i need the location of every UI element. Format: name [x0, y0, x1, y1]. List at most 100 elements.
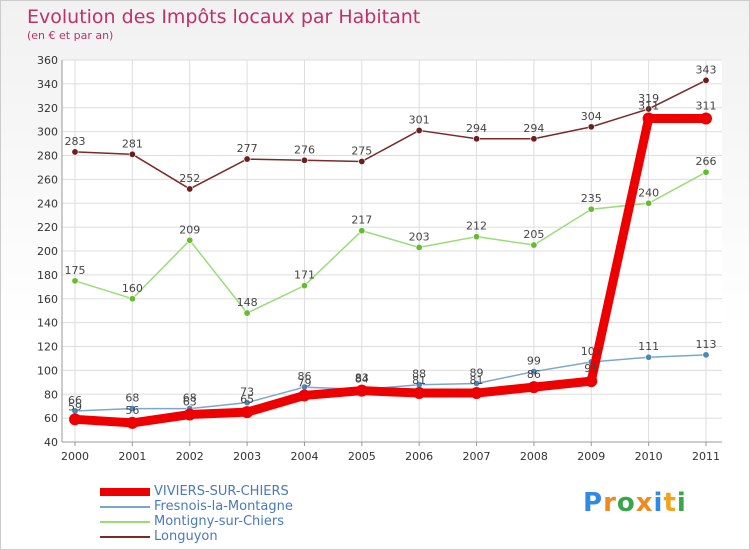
- series-line-montigny-sur-chiers: [74, 171, 707, 314]
- data-label: 81: [470, 374, 484, 387]
- data-point: [243, 155, 251, 163]
- data-label: 217: [351, 214, 372, 227]
- x-tick-label: 2005: [348, 450, 376, 463]
- data-label: 235: [581, 192, 602, 205]
- chart-title: Evolution des Impôts locaux par Habitant: [27, 6, 421, 28]
- data-label: 205: [523, 228, 544, 241]
- y-tick-label: 200: [37, 245, 58, 258]
- data-point: [71, 277, 79, 285]
- data-point: [358, 157, 366, 165]
- x-tick-label: 2001: [118, 450, 146, 463]
- data-point: [413, 387, 426, 400]
- data-point: [300, 156, 308, 164]
- series-line-viviers-sur-chiers: [70, 113, 711, 428]
- data-point: [126, 416, 139, 429]
- x-tick-label: 2004: [290, 450, 318, 463]
- y-tick-label: 280: [37, 150, 58, 163]
- data-label: 266: [696, 155, 717, 168]
- x-tick-label: 2000: [61, 450, 89, 463]
- data-label: 56: [125, 404, 139, 417]
- x-tick-label: 2008: [520, 450, 548, 463]
- data-label: 311: [696, 99, 717, 112]
- data-point: [473, 380, 481, 388]
- data-label: 319: [638, 92, 659, 105]
- y-tick-label: 300: [37, 126, 58, 139]
- data-point: [585, 375, 598, 388]
- data-point: [128, 295, 136, 303]
- y-tick-label: 160: [37, 293, 58, 306]
- data-label: 301: [409, 113, 430, 126]
- data-label: 99: [527, 355, 541, 368]
- data-label: 84: [355, 372, 369, 385]
- data-label: 343: [696, 63, 717, 76]
- legend-label-longuyon: Longuyon: [154, 529, 218, 544]
- data-label: 89: [470, 367, 484, 380]
- x-tick-label: 2009: [577, 450, 605, 463]
- data-label: 212: [466, 220, 487, 233]
- data-label: 252: [179, 172, 200, 185]
- x-tick-label: 2010: [635, 450, 663, 463]
- x-tick-label: 2003: [233, 450, 261, 463]
- y-tick-label: 260: [37, 173, 58, 186]
- data-point: [702, 168, 710, 176]
- data-label: 66: [68, 394, 82, 407]
- logo-letter: x: [635, 488, 654, 518]
- data-point: [186, 236, 194, 244]
- data-point: [300, 282, 308, 290]
- data-point: [530, 368, 538, 376]
- data-label: 203: [409, 230, 430, 243]
- data-point: [415, 243, 423, 251]
- y-tick-label: 340: [37, 78, 58, 91]
- data-point: [527, 381, 540, 394]
- legend-label-montigny: Montigny-sur-Chiers: [154, 514, 285, 529]
- data-label: 68: [125, 392, 139, 405]
- chart-subtitle: (en € et par an): [27, 29, 114, 42]
- data-label: 88: [412, 368, 426, 381]
- data-point: [128, 405, 136, 413]
- data-point: [243, 309, 251, 317]
- data-point: [355, 384, 368, 397]
- data-point: [470, 387, 483, 400]
- legend-swatch-viviers: [100, 488, 150, 496]
- data-label: 276: [294, 143, 315, 156]
- data-point: [473, 135, 481, 143]
- y-tick-label: 180: [37, 269, 58, 282]
- data-label: 86: [527, 368, 541, 381]
- y-tick-label: 80: [44, 388, 58, 401]
- y-tick-label: 40: [44, 436, 58, 449]
- series-line-fresnois-la-montagne: [74, 354, 707, 412]
- data-point: [645, 199, 653, 207]
- data-point: [700, 112, 712, 125]
- data-label: 68: [183, 392, 197, 405]
- data-point: [702, 351, 710, 359]
- data-label: 63: [183, 396, 197, 409]
- data-label: 79: [297, 376, 311, 389]
- data-label: 111: [638, 340, 659, 353]
- data-label: 209: [179, 223, 200, 236]
- x-tick-label: 2007: [463, 450, 491, 463]
- data-point: [587, 123, 595, 131]
- y-tick-label: 240: [37, 197, 58, 210]
- data-label: 113: [696, 338, 717, 351]
- legend-swatch-montigny: [100, 521, 150, 523]
- data-point: [642, 112, 655, 125]
- data-label: 171: [294, 269, 315, 282]
- data-label: 283: [65, 135, 86, 148]
- logo-letter: P: [583, 488, 604, 518]
- y-tick-label: 320: [37, 102, 58, 115]
- data-point: [645, 353, 653, 361]
- data-label: 148: [237, 296, 258, 309]
- x-tick-label: 2011: [692, 450, 720, 463]
- data-point: [587, 205, 595, 213]
- logo-letter: i: [676, 488, 687, 518]
- data-point: [71, 148, 79, 156]
- logo-letter: o: [616, 488, 636, 518]
- legend-swatch-fresnois: [100, 506, 150, 508]
- data-label: 73: [240, 386, 254, 399]
- data-label: 311: [638, 99, 659, 112]
- x-tick-label: 2002: [176, 450, 204, 463]
- logo-letter: t: [663, 488, 677, 518]
- data-label: 107: [581, 345, 602, 358]
- data-label: 175: [65, 264, 86, 277]
